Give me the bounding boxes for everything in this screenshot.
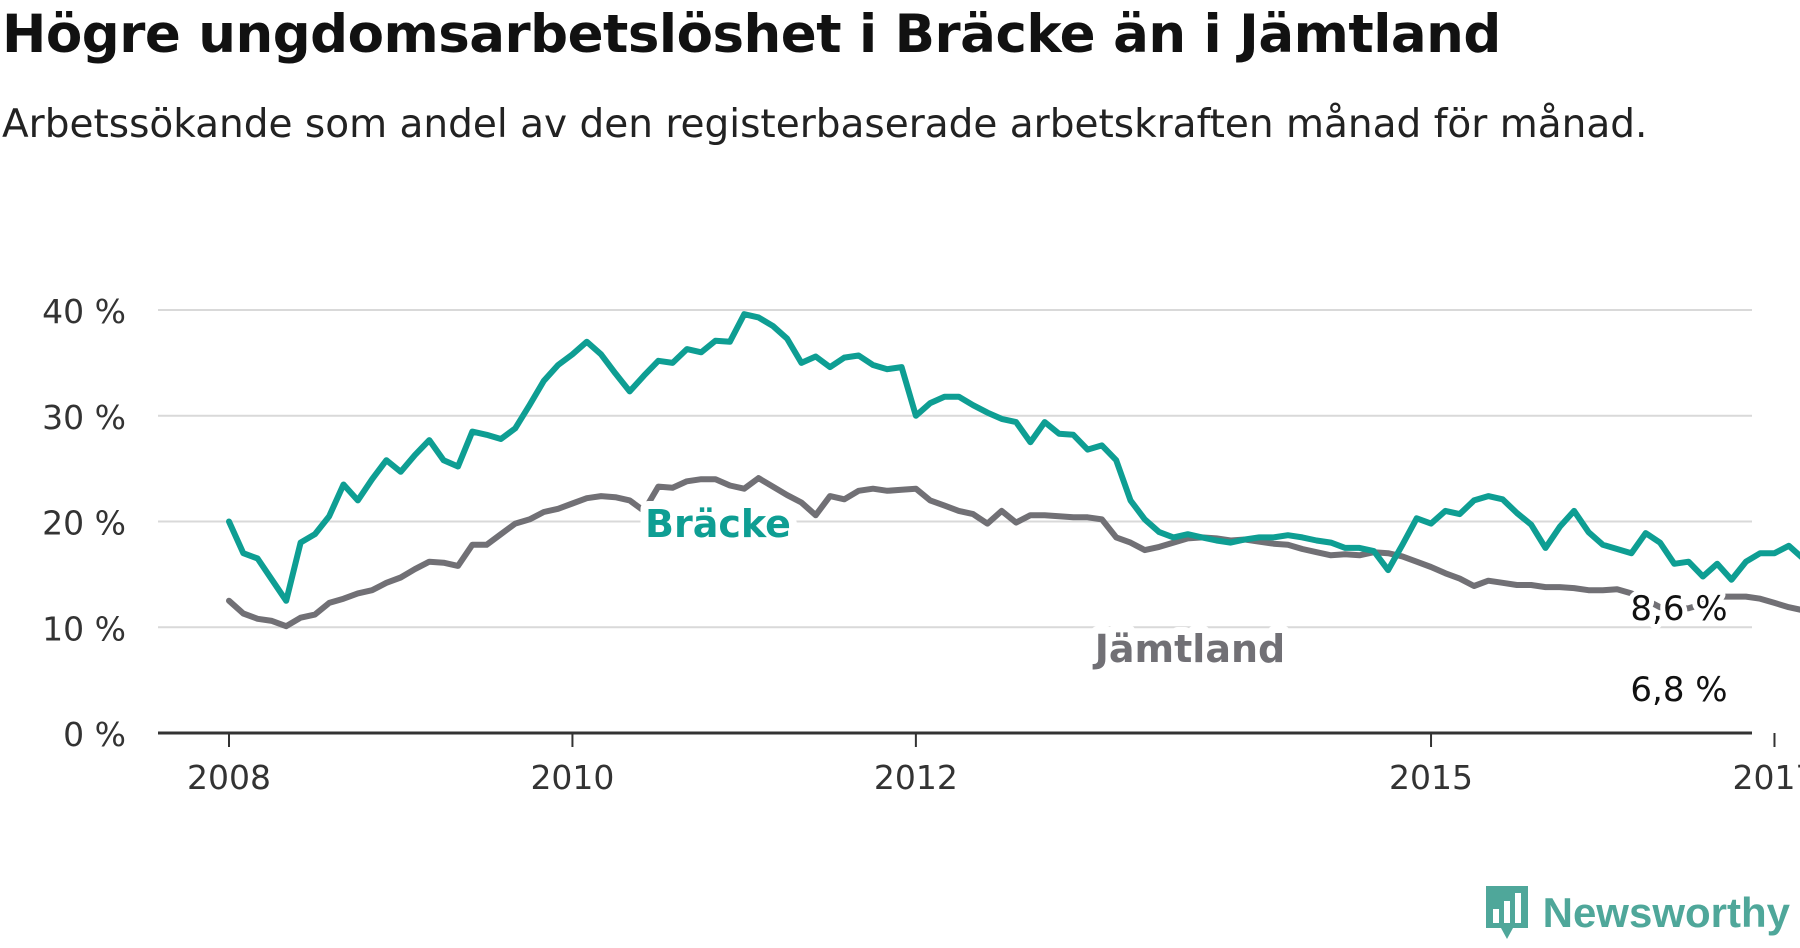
x-tick-label: 2015 [1389, 758, 1473, 797]
end-label-jamtland: 6,8 % [1630, 670, 1727, 710]
y-tick-label: 30 % [42, 398, 126, 437]
series-line-bracke [226, 311, 1800, 604]
end-label-jamtland-halo: 6,8 % [1630, 670, 1727, 710]
series-line-jamtland [226, 475, 1800, 630]
y-tick-label: 0 % [63, 715, 126, 754]
x-tick-label: 2017 [1732, 758, 1800, 797]
x-tick-label: 2010 [530, 758, 614, 797]
x-tick-label: 2012 [874, 758, 958, 797]
series-label-jamtland: Jämtland [1092, 627, 1285, 671]
y-tick-label: 10 % [42, 609, 126, 648]
y-tick-label: 40 % [42, 292, 126, 331]
newsworthy-logo-icon [1485, 886, 1528, 939]
brand-name: Newsworthy [1542, 889, 1790, 936]
x-tick-label: 2008 [187, 758, 271, 797]
series-label-bracke: Bräcke [645, 502, 791, 546]
brand-logo: Newsworthy [1483, 878, 1790, 948]
chart-subtitle: Arbetssökande som andel av den registerb… [2, 102, 1648, 147]
series-label-jamtland-halo: Jämtland [1092, 627, 1285, 671]
series-label-bracke-halo: Bräcke [645, 502, 791, 546]
end-label-bracke: 8,6 % [1630, 589, 1727, 629]
chart-title: Högre ungdomsarbetslöshet i Bräcke än i … [2, 4, 1501, 65]
y-tick-label: 20 % [42, 504, 126, 543]
end-label-bracke-halo: 8,6 % [1630, 589, 1727, 629]
